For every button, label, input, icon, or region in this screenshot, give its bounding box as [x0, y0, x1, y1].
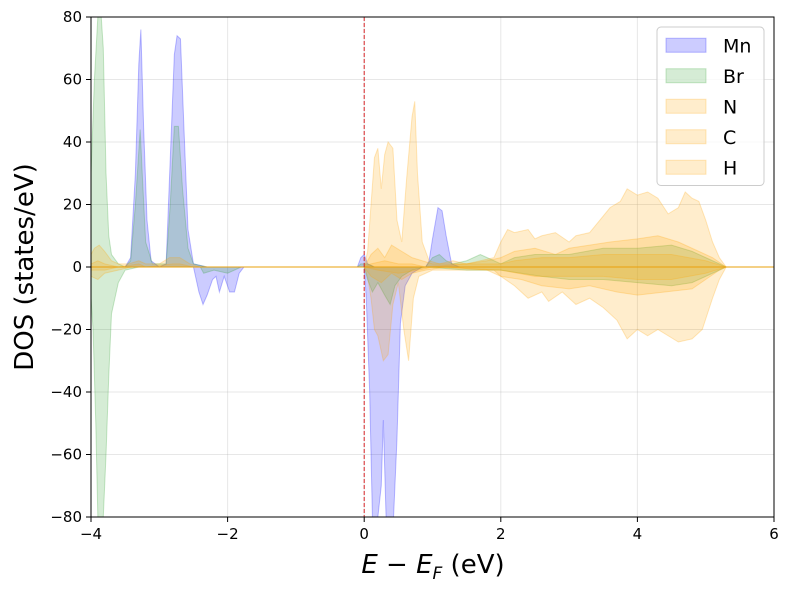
dos-area-mn-up [91, 29, 774, 268]
x-axis-label: E − EF (eV) [361, 550, 504, 584]
x-tick-label: −4 [80, 525, 102, 543]
y-tick-label: 40 [63, 133, 82, 151]
x-axis-label-unit: (eV) [442, 550, 504, 580]
legend-swatch-mn [665, 37, 707, 53]
legend-label-n: N [723, 96, 737, 118]
legend-label-mn: Mn [723, 35, 751, 57]
x-axis-label-subscript: F [433, 564, 443, 584]
legend-swatch-c [665, 129, 707, 145]
legend-label-br: Br [723, 66, 744, 88]
x-tick-label: 6 [769, 525, 779, 543]
y-tick-label: 80 [63, 8, 82, 26]
dos-area-h-down [91, 266, 774, 362]
x-tick-label: −2 [217, 525, 239, 543]
legend-swatch-h [665, 159, 707, 175]
dos-area-c-down [91, 266, 774, 296]
y-tick-label: 60 [63, 71, 82, 89]
legend-swatch-n [665, 98, 707, 114]
y-tick-label: 20 [63, 196, 82, 214]
y-tick-label: 0 [72, 258, 82, 276]
y-tick-label: −40 [50, 383, 82, 401]
x-tick-label: 2 [496, 525, 506, 543]
dos-area-n-up [91, 254, 774, 268]
legend-box [656, 26, 765, 186]
legend-label-c: C [723, 127, 736, 149]
dos-area-c-up [91, 235, 774, 268]
dos-area-h-up [91, 101, 774, 268]
dos-area-br-down [91, 266, 774, 517]
legend-label-h: H [723, 157, 737, 179]
legend-swatch-br [665, 68, 707, 84]
y-tick-label: −20 [50, 321, 82, 339]
x-axis-label-main: E − E [361, 550, 433, 580]
legend: Mn Br NCH [656, 26, 765, 186]
x-tick-label: 0 [359, 525, 369, 543]
dos-area-mn-down [91, 266, 774, 517]
y-tick-label: −60 [50, 446, 82, 464]
y-axis-label: DOS (states/eV) [10, 163, 40, 371]
y-tick-label: −80 [50, 508, 82, 526]
x-tick-label: 4 [633, 525, 643, 543]
